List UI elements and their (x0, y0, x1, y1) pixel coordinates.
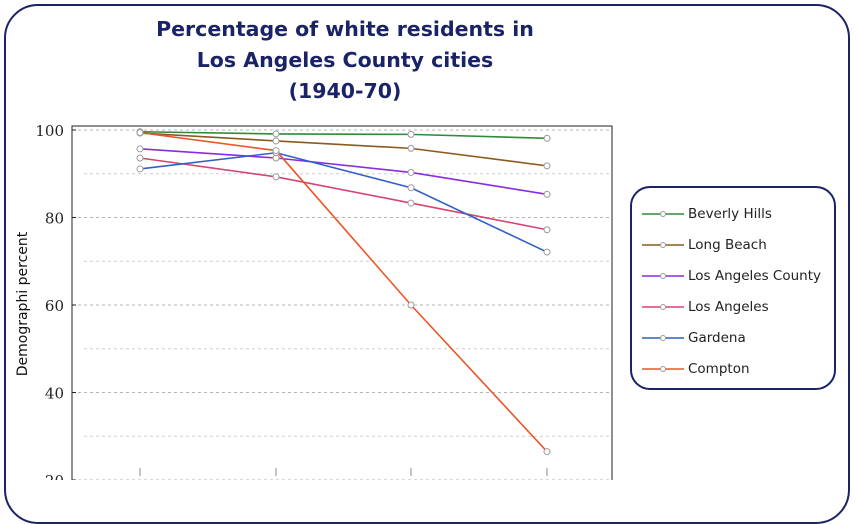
data-point (543, 162, 551, 170)
y-tick-label: 80 (45, 210, 64, 228)
title-line-2: Los Angeles County cities (196, 48, 494, 72)
data-point (543, 190, 551, 198)
legend-label: Compton (688, 361, 750, 377)
data-point (543, 248, 551, 256)
data-point (407, 130, 415, 138)
legend-label: Gardena (688, 330, 746, 346)
data-point (407, 168, 415, 176)
legend-item: Los Angeles County (642, 266, 821, 286)
series-line-los-angeles (139, 157, 548, 231)
series-line-compton (139, 131, 548, 453)
data-point (407, 301, 415, 309)
legend-label: Long Beach (688, 237, 767, 253)
y-tick-label: 100 (35, 122, 64, 140)
data-point (136, 165, 144, 173)
series-line-long-beach (139, 132, 548, 167)
series-line-gardena (139, 151, 548, 253)
title-line-1: Percentage of white residents in (156, 17, 534, 41)
data-point (136, 129, 144, 137)
data-point (543, 226, 551, 234)
data-point (272, 137, 280, 145)
legend-label: Beverly Hills (688, 206, 772, 222)
legend-label: Los Angeles (688, 299, 769, 315)
legend-label: Los Angeles County (688, 268, 821, 284)
data-point (543, 134, 551, 142)
legend-item: Long Beach (642, 235, 767, 255)
y-tick-label: 60 (45, 297, 64, 315)
legend-item: Los Angeles (642, 297, 769, 317)
data-point (407, 184, 415, 192)
legend-item: Compton (642, 359, 750, 379)
series-line-beverly-hills (139, 130, 548, 140)
data-point (136, 145, 144, 153)
legend-swatch (642, 273, 684, 279)
data-point (136, 154, 144, 162)
series-line-los-angeles-county (139, 148, 548, 196)
y-tick-label: 40 (45, 385, 64, 403)
chart-title: Percentage of white residents in Los Ang… (110, 14, 580, 107)
plot-frame (71, 125, 613, 480)
legend-swatch (642, 242, 684, 248)
legend-item: Gardena (642, 328, 746, 348)
data-point (272, 173, 280, 181)
legend-swatch (642, 304, 684, 310)
line-chart: 100 80 60 40 20 Demographi percent (15, 122, 613, 480)
title-line-3: (1940-70) (288, 79, 402, 103)
legend-swatch (642, 211, 684, 217)
data-point (407, 144, 415, 152)
y-axis-label: Demographi percent (15, 231, 31, 376)
y-tick-label: 20 (45, 472, 64, 480)
data-point (407, 199, 415, 207)
legend-swatch (642, 335, 684, 341)
legend-item: Beverly Hills (642, 204, 772, 224)
data-point (272, 130, 280, 138)
chart-legend: Beverly Hills Long Beach Los Angeles Count… (630, 186, 836, 390)
data-point (543, 448, 551, 456)
legend-swatch (642, 366, 684, 372)
data-point (272, 147, 280, 155)
